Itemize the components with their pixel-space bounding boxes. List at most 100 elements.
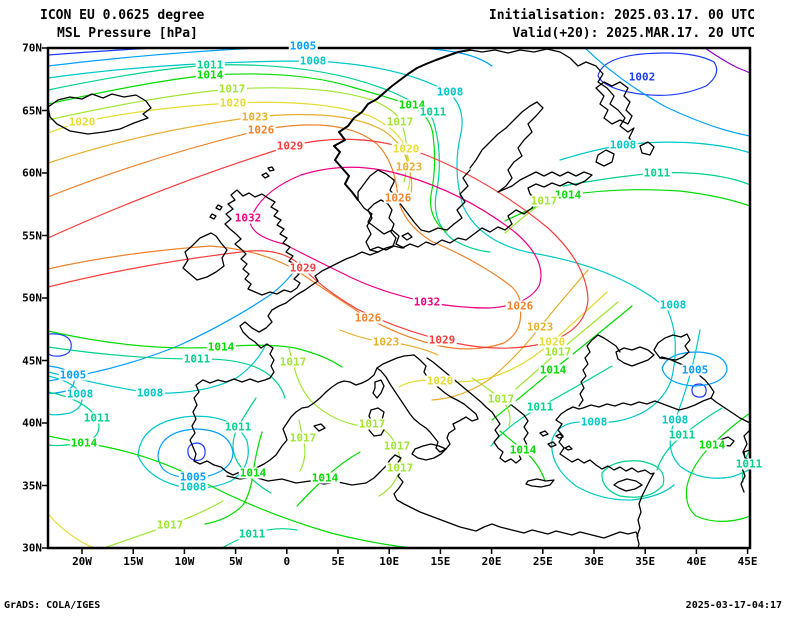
coastline-path [578,334,621,407]
coastline-path [209,166,275,220]
lat-tick-label: 40N [22,416,42,430]
coastline-path [639,141,655,156]
isobar-value-label: 1005 [288,39,318,53]
isobar-value-label: 1008 [298,54,328,68]
isobar-value-label: 1032 [412,295,442,309]
isobar-value-label: 1008 [65,387,95,401]
coastline-path [555,397,712,421]
coastline-path [357,169,395,201]
isobar-value-label: 1017 [288,431,318,445]
coastline-path [357,199,405,249]
lon-tick-label: 10W [174,555,195,568]
isobar-value-label: 1011 [182,352,212,366]
coastline-path [653,333,691,361]
grads-credit: GrADS: COLA/IGES [4,600,101,611]
isobar-value-label: 1014 [195,68,225,82]
valid-time: Valid(+20): 2025.MAR.17. 20 UTC [512,26,755,41]
lat-tick-label: 70N [22,41,42,55]
isobar-value-label: 1014 [553,188,583,202]
isobar-value-label: 1014 [397,98,427,112]
coastline-path [411,443,447,461]
isobar-value-label: 1017 [486,392,516,406]
lon-tick-label: 45E [737,555,758,568]
isobar-path [431,269,589,401]
coastline-path [372,379,385,399]
isobar-path [48,346,286,399]
isobar-value-label: 1014 [238,466,268,480]
isobar-value-label: 1011 [237,527,267,541]
isobar-value-label: 1023 [240,110,270,124]
isobar-value-label: 1008 [178,480,208,494]
coastline-path [369,171,593,251]
isobar-value-label: 1020 [218,96,248,110]
lat-tick-label: 60N [22,166,42,180]
isobar-value-label: 1008 [658,298,688,312]
lat-tick-label: 55N [22,229,42,242]
coastline-path [469,48,638,147]
isobar-path [157,428,234,479]
lon-tick-label: 15E [430,555,451,568]
coastline-path [224,189,301,296]
coastline-path [313,423,326,432]
isobar-value-label: 1020 [425,374,455,388]
isobar-value-label: 1029 [275,139,305,153]
isobar-value-label: 1017 [543,345,573,359]
coastline-path [48,93,152,135]
coastline-path [469,101,544,193]
isobar-path [48,261,301,382]
isobar-value-label: 1017 [278,355,308,369]
isobar-path [204,431,263,525]
isobar-path [704,48,750,74]
isobar-value-label: 1008 [579,415,609,429]
coastline-path [595,81,633,125]
isobar-value-label: 1026 [353,311,383,325]
isobar-value-label: 1011 [82,411,112,425]
isobar-path [559,141,750,161]
isobar-value-label: 1023 [371,335,401,349]
isobar-value-label: 1014 [508,443,538,457]
coastline-path [613,478,643,492]
lat-tick-label: 30N [22,541,42,555]
isobar-value-label: 1005 [58,368,88,382]
isobar-value-label: 1014 [310,471,340,485]
coastline-path [555,419,655,548]
init-time: Initialisation: 2025.03.17. 00 UTC [488,8,755,23]
lon-tick-label: 5E [331,555,345,568]
isobar-path [298,419,306,472]
isobar-value-label: 1011 [642,166,672,180]
lon-tick-label: 40E [686,555,707,568]
isobar-value-label: 1029 [427,333,457,347]
isobar-path [584,48,750,137]
isobar-path [48,330,343,368]
lon-tick-label: 5W [228,555,243,568]
isobar-value-label: 1017 [357,417,387,431]
lon-tick-label: 30E [584,555,604,568]
coastline-path [615,346,655,367]
isobar-path [48,333,72,357]
isobar-path [48,343,267,394]
lat-tick-label: 65N [22,104,42,117]
isobar-value-label: 1011 [525,400,555,414]
isobar-path [137,415,249,489]
isobar-value-label: 1011 [195,58,225,72]
coastline-path [595,149,615,167]
axis-ticks [42,47,749,554]
isobar-path [597,52,718,96]
isobar-value-label: 1023 [525,320,555,334]
isobar-path [48,64,491,253]
isobar-value-label: 1017 [155,518,185,532]
isobar-path [661,351,728,387]
isobar-path [48,48,166,56]
isobar-path [48,113,413,198]
lat-tick-label: 35N [22,479,42,492]
isobar-path [691,383,707,398]
isobar-value-label: 1008 [660,413,690,427]
coastline-path [226,454,639,539]
lat-tick-label: 45N [22,354,42,367]
isobar-value-label: 1023 [394,160,424,174]
isobar-value-label: 1020 [67,115,97,129]
isobar-path [48,87,408,183]
coastline-path [710,397,750,424]
coastline-path [333,49,471,201]
